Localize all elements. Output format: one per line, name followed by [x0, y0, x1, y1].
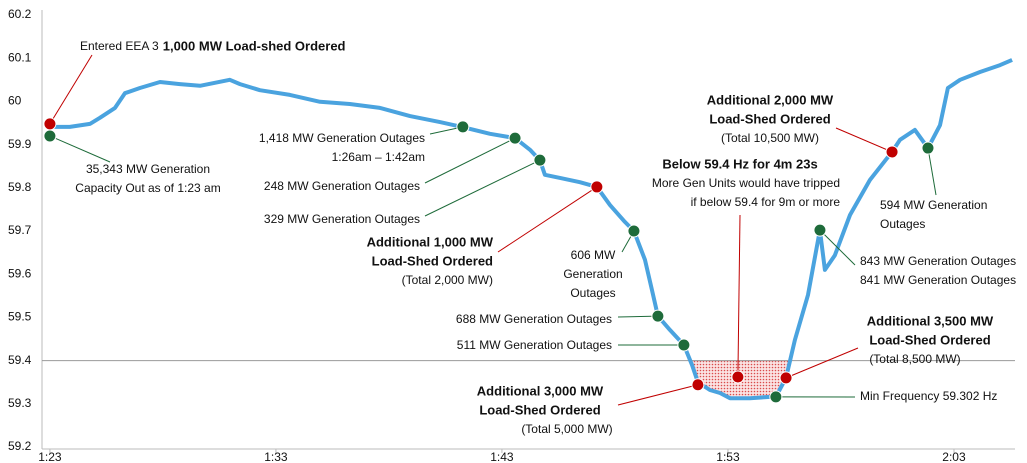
annotation-alert: Additional 3,500 MW: [867, 313, 994, 328]
event-marker: [779, 371, 793, 385]
annotation-note: Outages: [570, 286, 615, 300]
annotation-alert: Additional 3,000 MW: [477, 383, 604, 398]
leader-line: [49, 135, 111, 163]
event-marker: [921, 141, 935, 155]
y-tick-label: 59.6: [8, 266, 32, 280]
annotation-note: 841 MW Generation Outages: [860, 273, 1016, 287]
annotation-note: (Total 10,500 MW): [721, 131, 819, 145]
y-tick-label: 59.7: [8, 223, 32, 237]
y-tick-label: 59.3: [8, 396, 32, 410]
event-marker: [731, 370, 745, 384]
event-marker: [885, 145, 899, 159]
event-marker: [627, 224, 641, 238]
leader-line: [424, 159, 541, 217]
leader-line: [927, 147, 937, 196]
leader-line: [617, 384, 699, 406]
annotation-alert: Load-Shed Ordered: [479, 402, 600, 417]
annotation-note: 35,343 MW Generation: [86, 162, 210, 176]
annotation-note: 329 MW Generation Outages: [264, 212, 420, 226]
y-tick-label: 60.2: [8, 7, 32, 21]
annotation-note: 843 MW Generation Outages: [860, 254, 1016, 268]
leader-line: [497, 186, 598, 253]
y-tick-label: 59.8: [8, 180, 32, 194]
annotation-alert: 1,000 MW Load-shed Ordered: [163, 38, 346, 53]
event-marker: [651, 309, 665, 323]
event-marker: [43, 129, 57, 143]
annotation-alert: Additional 2,000 MW: [707, 92, 834, 107]
x-tick-label: 2:03: [942, 450, 966, 463]
y-tick-label: 59.5: [8, 310, 32, 324]
y-tick-label: 60: [8, 94, 22, 108]
y-tick-label: 59.9: [8, 137, 32, 151]
annotation-note: (Total 8,500 MW): [869, 352, 960, 366]
event-marker: [456, 120, 470, 134]
annotation-note: More Gen Units would have tripped: [652, 176, 840, 190]
annotation-alert: Load-Shed Ordered: [372, 253, 493, 268]
annotation-note: 1,418 MW Generation Outages: [259, 131, 425, 145]
annotation-alert: Load-Shed Ordered: [709, 111, 830, 126]
event-marker: [533, 153, 547, 167]
event-marker: [691, 378, 705, 392]
annotation-alert: Additional 1,000 MW: [367, 234, 494, 249]
annotation-note: if below 59.4 for 9m or more: [691, 195, 841, 209]
event-marker: [590, 180, 604, 194]
event-marker: [769, 390, 783, 404]
annotation-alert: Below 59.4 Hz for 4m 23s: [662, 156, 817, 171]
annotation-note: Generation: [563, 267, 622, 281]
annotation-note: 511 MW Generation Outages: [457, 338, 612, 352]
leader-line: [819, 229, 856, 266]
x-tick-label: 1:33: [264, 450, 288, 463]
event-marker: [43, 117, 57, 131]
y-tick-label: 60.1: [8, 50, 32, 64]
annotation-note: 688 MW Generation Outages: [456, 312, 612, 326]
y-tick-label: 59.4: [8, 353, 32, 367]
annotation-note: 1:26am – 1:42am: [332, 150, 425, 164]
annotation-note: 594 MW Generation: [880, 198, 987, 212]
event-marker: [677, 338, 691, 352]
annotation-alert: Load-Shed Ordered: [869, 332, 990, 347]
leader-line: [424, 137, 516, 184]
annotation-note: (Total 5,000 MW): [521, 422, 612, 436]
leader-line: [785, 347, 859, 379]
leader-line: [835, 127, 893, 153]
leader-line: [737, 214, 741, 378]
annotation-note: Outages: [880, 217, 925, 231]
leader-line: [617, 315, 658, 318]
y-tick-label: 59.2: [8, 439, 32, 453]
annotation-note: Min Frequency 59.302 Hz: [860, 389, 997, 403]
x-tick-label: 1:53: [716, 450, 740, 463]
leader-line: [49, 54, 93, 125]
annotation-note: (Total 2,000 MW): [402, 273, 493, 287]
x-tick-label: 1:23: [38, 450, 62, 463]
annotation-note: Capacity Out as of 1:23 am: [75, 181, 220, 195]
x-tick-label: 1:43: [490, 450, 514, 463]
annotation-note: 248 MW Generation Outages: [264, 179, 420, 193]
annotation-note: 606 MW: [571, 248, 616, 262]
annotation-note: Entered EEA 3: [80, 39, 159, 53]
event-marker: [508, 131, 522, 145]
event-marker: [813, 223, 827, 237]
